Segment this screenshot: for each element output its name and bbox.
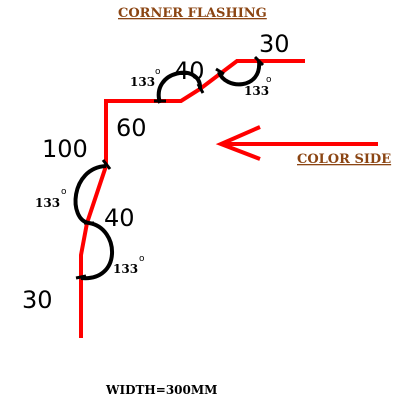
angle-arc-top-right <box>217 60 262 87</box>
color-side-arrow-head <box>215 125 261 161</box>
flashing-profile-line <box>79 59 305 338</box>
tick-mark <box>196 83 205 94</box>
angle-label-2: 133 <box>244 84 269 98</box>
angle-arc-top-left <box>156 70 203 104</box>
dimension-label-horizontal: 60 <box>116 114 147 142</box>
tick-mark <box>253 55 265 67</box>
dimension-label-bottom: 30 <box>22 286 53 314</box>
dimension-label-top: 30 <box>259 30 290 58</box>
dimension-label-top-slope: 40 <box>174 57 205 85</box>
dimension-label-vertical: 100 <box>42 135 88 163</box>
tick-mark <box>75 274 87 280</box>
tick-mark <box>215 67 225 76</box>
angle-label-3: 133 <box>35 196 60 210</box>
angle-arc-bottom <box>80 221 114 281</box>
tick-mark <box>101 159 112 170</box>
angle-label-1: 133 <box>130 75 155 89</box>
angle-arc-middle <box>73 164 107 225</box>
degree-symbol: o <box>155 67 161 77</box>
degree-symbol: o <box>139 254 145 264</box>
angle-label-4: 133 <box>113 262 138 276</box>
width-label: WIDTH=300MM <box>105 383 217 397</box>
degree-symbol: o <box>61 187 67 197</box>
degree-symbol: o <box>266 75 272 85</box>
diagram-title: CORNER FLASHING <box>118 6 267 21</box>
dimension-label-lower-slope: 40 <box>104 204 135 232</box>
color-side-label: COLOR SIDE <box>297 152 391 167</box>
